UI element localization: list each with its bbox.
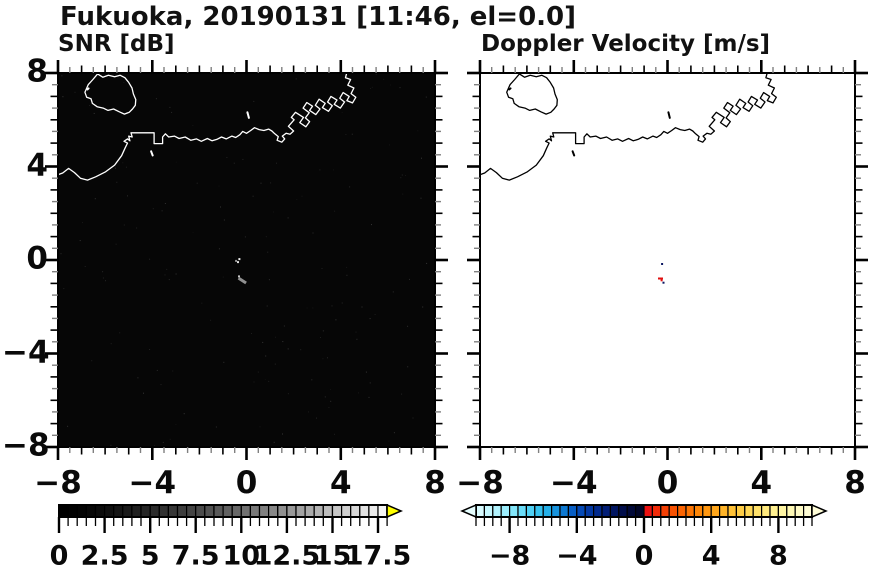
snr-field	[58, 73, 435, 447]
velocity-panel	[467, 60, 868, 460]
snr-y-tick-label: −4	[2, 333, 50, 370]
velocity-colorbar-overflow-arrow	[811, 503, 828, 519]
coast-islet-mark	[246, 111, 250, 119]
snr-x-tick-label: −8	[34, 465, 82, 501]
snr-colorbar	[57, 503, 404, 533]
coast-island	[506, 73, 558, 115]
snr-x-tick-label: 8	[424, 465, 446, 501]
velocity-colorbar-label: −4	[556, 540, 598, 570]
coast-islet-mark	[86, 87, 90, 91]
echo-pixel	[238, 275, 240, 278]
velocity-x-tick-label: −8	[456, 465, 504, 501]
snr-y-tick-label: 8	[26, 53, 48, 90]
snr-colorbar-overflow-arrow	[386, 503, 404, 519]
snr-echoes	[235, 258, 247, 285]
figure-title: Fukuoka, 20190131 [11:46, el=0.0]	[60, 2, 577, 32]
snr-colorbar-ticks	[57, 517, 388, 533]
snr-y-tick-label: 4	[26, 146, 48, 183]
coast-islet-mark	[150, 150, 154, 157]
velocity-colorbar-label: 0	[634, 540, 654, 570]
echo-pixel	[662, 281, 665, 284]
snr-colorbar-label: 15	[313, 540, 352, 570]
velocity-x-tick-label: 4	[750, 465, 773, 501]
snr-x-tick-label: −4	[128, 465, 177, 501]
velocity-axis-ticks	[467, 60, 868, 460]
snr-colorbar-label: 12.5	[253, 540, 321, 570]
snr-coastline	[58, 73, 357, 181]
snr-colorbar-label: 2.5	[80, 540, 129, 570]
velocity-x-tick-label: 8	[844, 465, 866, 501]
snr-x-tick-label: 4	[330, 465, 352, 501]
echo-pixel	[660, 279, 663, 282]
snr-x-tick-label: 0	[235, 465, 258, 501]
velocity-field	[480, 73, 855, 447]
velocity-colorbar-underflow-arrow	[460, 503, 477, 519]
coast-island	[84, 73, 137, 115]
echo-pixel	[661, 263, 664, 265]
coast-islet-mark	[667, 111, 671, 119]
snr-y-tick-label: 0	[26, 240, 48, 277]
velocity-colorbar-label: 4	[701, 540, 721, 570]
snr-axis-ticks	[45, 60, 448, 460]
echo-pixel	[237, 276, 247, 285]
velocity-colorbar-label: −8	[488, 540, 531, 570]
snr-panel-title: SNR [dB]	[58, 31, 175, 57]
velocity-echoes	[658, 263, 665, 284]
velocity-colorbar	[460, 503, 828, 533]
echo-pixel	[238, 258, 241, 261]
echo-pixel	[235, 259, 238, 262]
snr-colorbar-label: 0	[49, 540, 69, 570]
velocity-panel-title: Doppler Velocity [m/s]	[481, 31, 771, 57]
snr-y-tick-label: −8	[2, 427, 50, 464]
snr-colorbar-label: 17.5	[344, 540, 412, 570]
echo-pixel	[237, 261, 239, 264]
coast-mainland	[480, 73, 777, 181]
velocity-coastline	[480, 73, 777, 181]
snr-panel	[45, 60, 448, 460]
coast-islet-mark	[571, 150, 576, 157]
velocity-colorbar-label: 8	[768, 540, 788, 570]
snr-colorbar-label: 10	[222, 540, 261, 570]
velocity-x-tick-label: 0	[656, 465, 679, 501]
coast-islet-mark	[508, 87, 512, 91]
velocity-colorbar-ticks	[475, 517, 813, 533]
coast-mainland	[58, 73, 357, 181]
snr-colorbar-label: 5	[140, 540, 160, 570]
echo-pixel	[658, 277, 663, 280]
velocity-x-tick-label: −4	[550, 465, 598, 501]
snr-colorbar-label: 7.5	[171, 540, 220, 570]
